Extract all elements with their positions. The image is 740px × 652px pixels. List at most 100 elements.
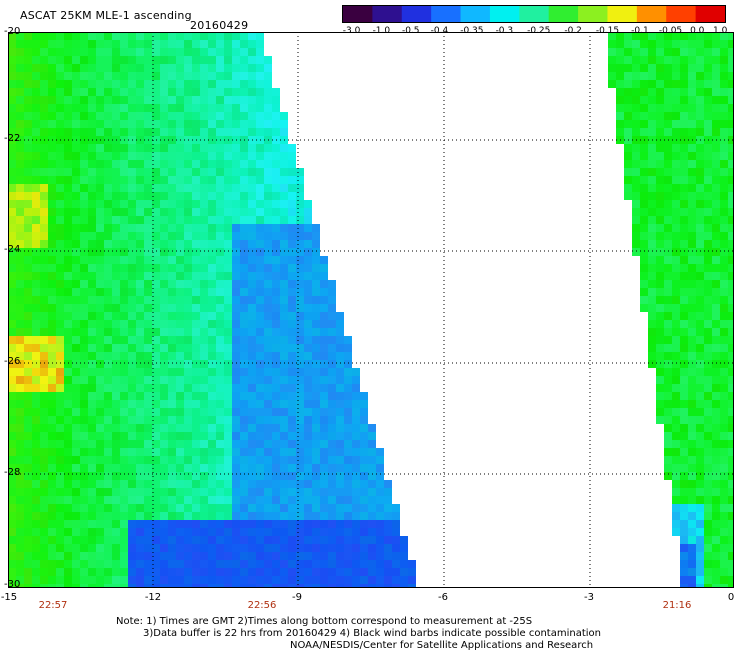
data-cell [184, 544, 192, 552]
data-cell [368, 432, 376, 440]
data-cell [224, 120, 232, 128]
data-cell [240, 320, 248, 328]
lat-label: -24 [4, 244, 21, 255]
data-cell [152, 64, 160, 72]
data-cell [104, 408, 112, 416]
data-cell [296, 272, 304, 280]
data-cell [48, 552, 56, 560]
data-cell [96, 240, 104, 248]
data-cell [112, 64, 120, 72]
data-cell [152, 328, 160, 336]
data-cell [264, 288, 272, 296]
data-cell [304, 248, 312, 256]
data-cell [264, 64, 272, 72]
data-cell [48, 504, 56, 512]
data-cell [664, 232, 672, 240]
data-cell [712, 440, 720, 448]
data-cell [368, 544, 376, 552]
data-cell [56, 496, 64, 504]
data-cell [8, 360, 16, 368]
data-cell [344, 528, 352, 536]
data-cell [224, 520, 232, 528]
data-cell [144, 72, 152, 80]
data-cell [680, 512, 688, 520]
data-cell [208, 528, 216, 536]
data-cell [280, 528, 288, 536]
data-cell [304, 456, 312, 464]
data-cell [24, 472, 32, 480]
data-cell [672, 240, 680, 248]
data-cell [48, 64, 56, 72]
data-cell [96, 32, 104, 40]
data-cell [184, 208, 192, 216]
data-cell [328, 512, 336, 520]
data-cell [112, 320, 120, 328]
data-cell [24, 160, 32, 168]
data-cell [296, 176, 304, 184]
data-cell [176, 216, 184, 224]
data-cell [152, 520, 160, 528]
data-cell [664, 176, 672, 184]
data-cell [320, 288, 328, 296]
data-cell [360, 392, 368, 400]
lat-label: -26 [4, 356, 21, 367]
data-cell [56, 448, 64, 456]
data-cell [648, 200, 656, 208]
data-cell [200, 232, 208, 240]
data-cell [264, 128, 272, 136]
data-cell [48, 352, 56, 360]
data-cell [352, 392, 360, 400]
data-cell [272, 560, 280, 568]
data-cell [104, 40, 112, 48]
data-cell [32, 248, 40, 256]
data-cell [40, 96, 48, 104]
data-cell [56, 432, 64, 440]
data-cell [160, 448, 168, 456]
data-cell [688, 240, 696, 248]
data-cell [272, 112, 280, 120]
data-cell [136, 344, 144, 352]
data-cell [64, 176, 72, 184]
data-cell [704, 480, 712, 488]
data-cell [712, 520, 720, 528]
data-cell [216, 112, 224, 120]
data-cell [160, 408, 168, 416]
data-cell [648, 96, 656, 104]
data-cell [80, 288, 88, 296]
data-cell [40, 352, 48, 360]
data-cell [664, 72, 672, 80]
data-cell [176, 112, 184, 120]
data-cell [656, 184, 664, 192]
data-cell [376, 560, 384, 568]
data-cell [216, 520, 224, 528]
data-cell [96, 432, 104, 440]
data-cell [184, 456, 192, 464]
data-cell [96, 536, 104, 544]
data-cell [136, 448, 144, 456]
data-cell [112, 408, 120, 416]
data-cell [200, 456, 208, 464]
data-cell [200, 568, 208, 576]
data-cell [216, 160, 224, 168]
data-cell [648, 336, 656, 344]
data-cell [192, 504, 200, 512]
data-cell [192, 96, 200, 104]
data-cell [288, 248, 296, 256]
data-cell [248, 248, 256, 256]
data-cell [240, 256, 248, 264]
data-cell [112, 152, 120, 160]
data-cell [40, 584, 48, 588]
data-cell [248, 280, 256, 288]
data-cell [712, 400, 720, 408]
data-cell [264, 344, 272, 352]
data-cell [80, 312, 88, 320]
data-cell [688, 208, 696, 216]
data-cell [624, 144, 632, 152]
data-cell [176, 360, 184, 368]
data-cell [216, 448, 224, 456]
data-cell [16, 560, 24, 568]
data-cell [192, 104, 200, 112]
data-cell [248, 96, 256, 104]
data-cell [104, 160, 112, 168]
data-cell [216, 544, 224, 552]
